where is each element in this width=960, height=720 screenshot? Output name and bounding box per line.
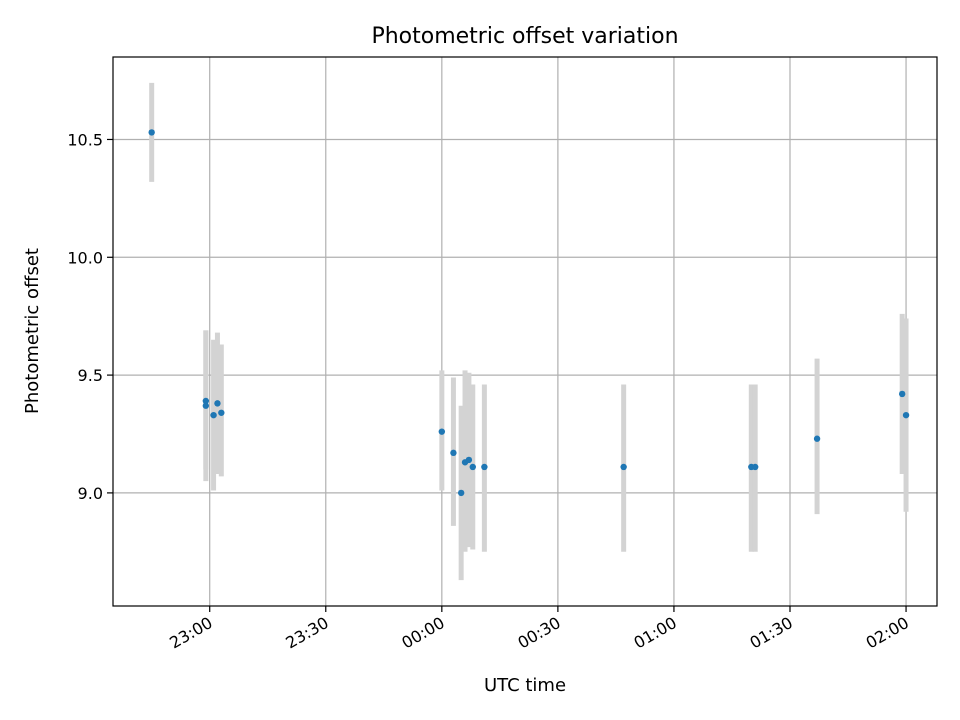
data-point [450, 449, 457, 457]
y-tick-label: 9.0 [78, 484, 103, 503]
data-point [902, 411, 910, 419]
x-axis-label: UTC time [484, 675, 566, 696]
data-point [813, 435, 821, 442]
data-point [481, 463, 488, 471]
data-point [210, 411, 217, 419]
data-point [214, 400, 221, 407]
data-points [148, 129, 910, 497]
data-point [438, 428, 446, 435]
data-point [469, 463, 476, 471]
data-point [898, 390, 906, 398]
plot-frame [112, 56, 938, 607]
data-point [202, 397, 210, 405]
y-axis-label: Photometric offset [22, 248, 43, 414]
data-point [751, 463, 759, 471]
y-tick-label: 9.5 [78, 366, 103, 385]
data-point [465, 456, 473, 464]
data-point [148, 129, 155, 136]
data-point [620, 463, 627, 471]
y-tick-label: 10.5 [67, 130, 103, 149]
grid-lines [113, 57, 937, 606]
data-point [457, 489, 465, 497]
y-tick-label: 10.0 [67, 248, 103, 267]
data-point [218, 409, 225, 416]
data-point [202, 402, 210, 409]
chart-title: Photometric offset variation [371, 24, 678, 49]
